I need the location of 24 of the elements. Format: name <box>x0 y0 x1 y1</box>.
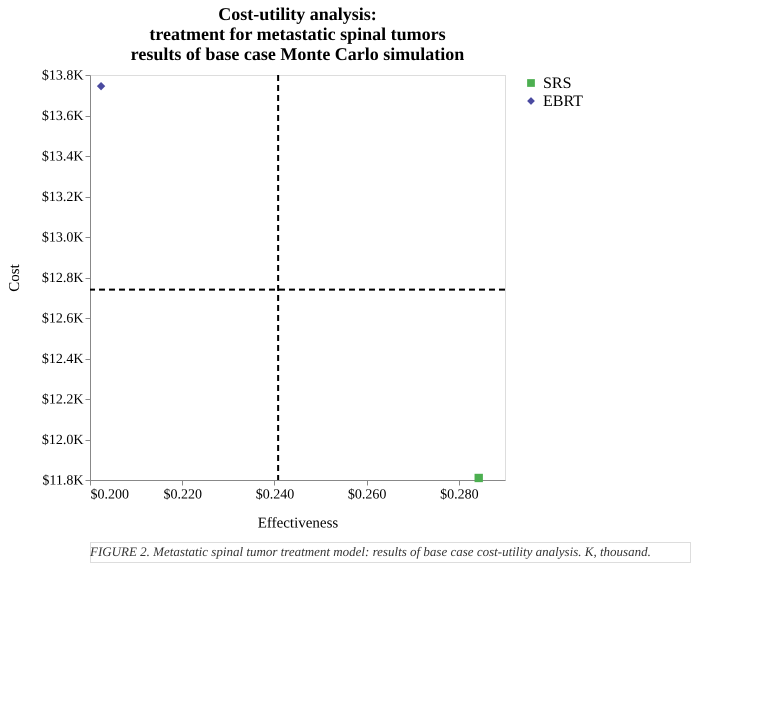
x-tick-label: $0.240 <box>256 488 294 502</box>
y-tick-label: $12.2K <box>42 392 84 408</box>
x-tick-label: $0.220 <box>163 488 202 502</box>
y-tick-label: $13.4K <box>42 150 84 164</box>
y-tick-label: $12.4K <box>42 352 84 367</box>
x-tick-label: $0.280 <box>440 488 479 502</box>
y-tick-label: $13.2K <box>42 190 84 205</box>
x-tick-label: $0.200 <box>90 488 129 502</box>
legend-label: EBRT <box>543 93 584 110</box>
y-tick-label: $13.0K <box>42 230 84 246</box>
x-tick-label: $0.260 <box>348 488 386 502</box>
y-tick-label: $12.8K <box>42 271 84 286</box>
y-axis-title: Cost <box>6 263 23 292</box>
text: results of base case Monte Carlo simulation <box>130 44 464 64</box>
text: Cost-utility analysis: <box>218 4 377 24</box>
y-tick-label: $12.6K <box>42 312 84 326</box>
caption: FIGURE 2. Metastatic spinal tumor treatment model: results of base case cost-utility analysis. K, thousand. <box>89 544 651 559</box>
legend-label: SRS <box>543 75 572 92</box>
x-axis-title: Effectiveness <box>258 516 338 532</box>
text: treatment for metastatic spinal tumors <box>149 24 446 44</box>
y-tick-label: $11.8K <box>42 474 84 488</box>
y-tick-label: $13.8K <box>42 68 84 84</box>
y-tick-label: $13.6K <box>42 109 84 124</box>
y-tick-label: $12.0K <box>42 433 84 448</box>
